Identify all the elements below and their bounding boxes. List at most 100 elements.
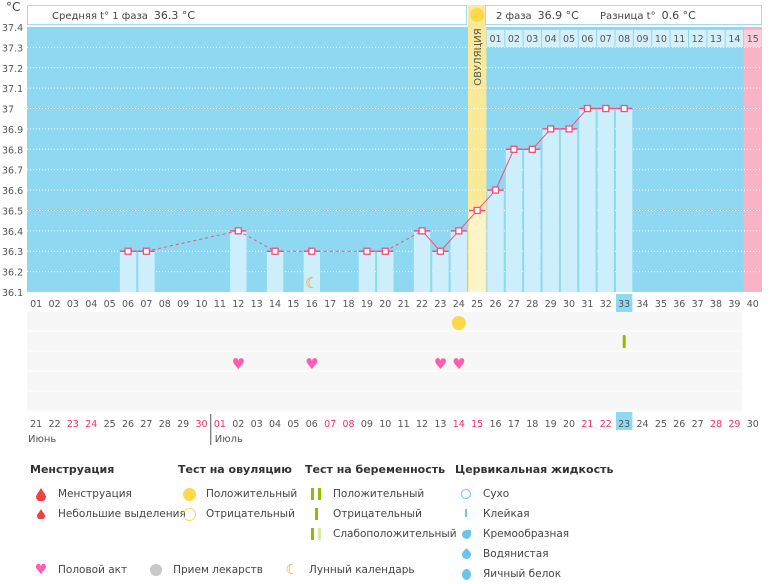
y-tick-label: 36.8 <box>2 145 23 156</box>
temperature-bar <box>450 230 467 292</box>
temperature-bar <box>524 149 541 292</box>
temperature-bar <box>230 230 247 292</box>
phase2-day-cell <box>542 30 560 47</box>
pregnancy-test-negative-icon <box>622 335 626 348</box>
legend-cervical: Цервикальная жидкость Сухо I Клейкая Крем… <box>455 463 613 584</box>
y-tick-label: 37.1 <box>2 84 23 95</box>
legend-item: Небольшие выделения <box>58 508 186 520</box>
cycle-day-label: 26 <box>490 299 502 310</box>
test-positive-icon <box>305 488 327 500</box>
temperature-point <box>142 247 151 255</box>
phase2-day-cell <box>505 30 523 47</box>
diff-value: 0.6 °C <box>661 9 696 22</box>
calendar-date-label: 09 <box>361 419 373 430</box>
heart-icon: ♥ <box>34 562 48 578</box>
cycle-day-label: 03 <box>67 299 79 310</box>
calendar-date-label: 21 <box>30 419 42 430</box>
cycle-day-label: 23 <box>434 299 446 310</box>
phase2-day-label: 07 <box>600 34 612 45</box>
legend-title: Тест на беременность <box>305 463 446 476</box>
calendar-date-label: 23 <box>67 419 79 430</box>
legend-menstruation: Менструация Менструация Небольшие выделе… <box>30 463 186 524</box>
calendar-date-label: 15 <box>471 419 483 430</box>
cycle-day-label: 22 <box>416 299 428 310</box>
calendar-date-label: 28 <box>710 419 722 430</box>
temperature-bar <box>303 251 320 292</box>
temperature-bar <box>266 251 284 292</box>
cycle-day-label: 08 <box>159 299 171 310</box>
cycle-day-label: 38 <box>710 299 722 310</box>
temperature-point <box>455 227 463 235</box>
legend-item: Слабоположительный <box>333 528 457 540</box>
legend-item: Менструация <box>58 488 132 500</box>
phase2-day-cell <box>560 30 578 47</box>
phase2-day-label: 08 <box>618 34 630 45</box>
phase2-day-label: 12 <box>692 34 704 45</box>
chart-header: Средняя t° 1 фаза 36.3 °C 2 фаза 36.9 °C Р… <box>27 5 762 25</box>
calendar-date-label: 23 <box>618 419 630 430</box>
calendar-date-label: 24 <box>85 419 97 430</box>
phase2-day-cell <box>486 30 505 47</box>
legend-ovulation: Тест на овуляцию Положительный Отрицател… <box>178 463 297 524</box>
phase2-day-label: 09 <box>637 34 649 45</box>
phase2-label: 2 фаза <box>496 11 532 22</box>
temperature-line <box>146 230 239 252</box>
calendar-date-label: 29 <box>728 419 740 430</box>
calendar-date-label: 17 <box>508 419 520 430</box>
cycle-day-label: 05 <box>104 299 116 310</box>
calendar-date-label: 22 <box>600 419 612 430</box>
heart-icon: ♥ <box>232 355 245 373</box>
y-tick-label: 37.3 <box>2 43 23 54</box>
temperature-point <box>583 104 592 113</box>
phase2-day-cell <box>670 30 688 47</box>
temperature-bar <box>138 251 155 292</box>
calendar-date-label: 25 <box>104 419 116 430</box>
calendar-date-label: 02 <box>232 419 244 430</box>
calendar-date-label: 07 <box>324 419 336 430</box>
temperature-point <box>602 104 610 113</box>
legend-item: Положительный <box>333 488 425 500</box>
cycle-day-label: 21 <box>398 299 410 310</box>
legend-pregnancy: Тест на беременность Положительный Отриц… <box>305 463 457 544</box>
cycle-day-label: 16 <box>306 299 318 310</box>
temperature-bar <box>487 190 504 292</box>
calendar-date-label: 26 <box>673 419 685 430</box>
calendar-date-label: 01 <box>214 419 226 430</box>
legend-title: Тест на овуляцию <box>178 463 292 476</box>
legend-item: Лунный календарь <box>308 564 415 576</box>
sun-outline-icon <box>178 507 200 521</box>
temperature-chart: ОВУЛЯЦИЯ 01 02 03 04 05 06 07 08 09 10 11 12 13 14 15 37… <box>2 5 762 445</box>
today-date-marker <box>616 412 633 430</box>
temperature-point <box>418 227 426 235</box>
cycle-day-label: 39 <box>728 299 740 310</box>
temperature-bar <box>358 251 376 292</box>
cycle-day-label: 40 <box>747 299 759 310</box>
calendar-date-label: 29 <box>177 419 189 430</box>
moon-icon: ☾ <box>285 562 299 578</box>
temperature-bar <box>597 108 614 293</box>
cycle-day-label: 35 <box>655 299 667 310</box>
calendar-date-label: 10 <box>379 419 391 430</box>
cycle-day-label: 33 <box>618 299 630 310</box>
phase2-summary: 2 фаза 36.9 °C Разница t° 0.6 °C <box>485 5 762 25</box>
heart-icon: ♥ <box>434 355 447 373</box>
diff-label: Разница t° <box>600 11 656 22</box>
ovulation-sun-icon <box>470 8 485 22</box>
calendar-date-label: 21 <box>581 419 593 430</box>
phase2-day-label: 14 <box>728 34 740 45</box>
cycle-day-label: 32 <box>600 299 612 310</box>
phase2-day-label: 04 <box>545 34 557 45</box>
legend-item: Прием лекарств <box>173 564 263 576</box>
y-tick-label: 36.4 <box>2 227 23 238</box>
cycle-day-label: 13 <box>251 299 263 310</box>
cycle-day-label: 11 <box>214 299 226 310</box>
temperature-bar <box>119 251 137 292</box>
temperature-point <box>620 104 628 113</box>
month-label: Июнь <box>28 434 56 445</box>
ovulation-test-positive-icon <box>451 316 466 330</box>
phase2-day-label: 03 <box>526 34 538 45</box>
y-tick-label: 36.5 <box>2 206 23 217</box>
phase1-value: 36.3 °C <box>153 9 196 22</box>
heart-icon: ♥ <box>305 355 318 373</box>
y-tick-label: 36.6 <box>2 186 23 197</box>
